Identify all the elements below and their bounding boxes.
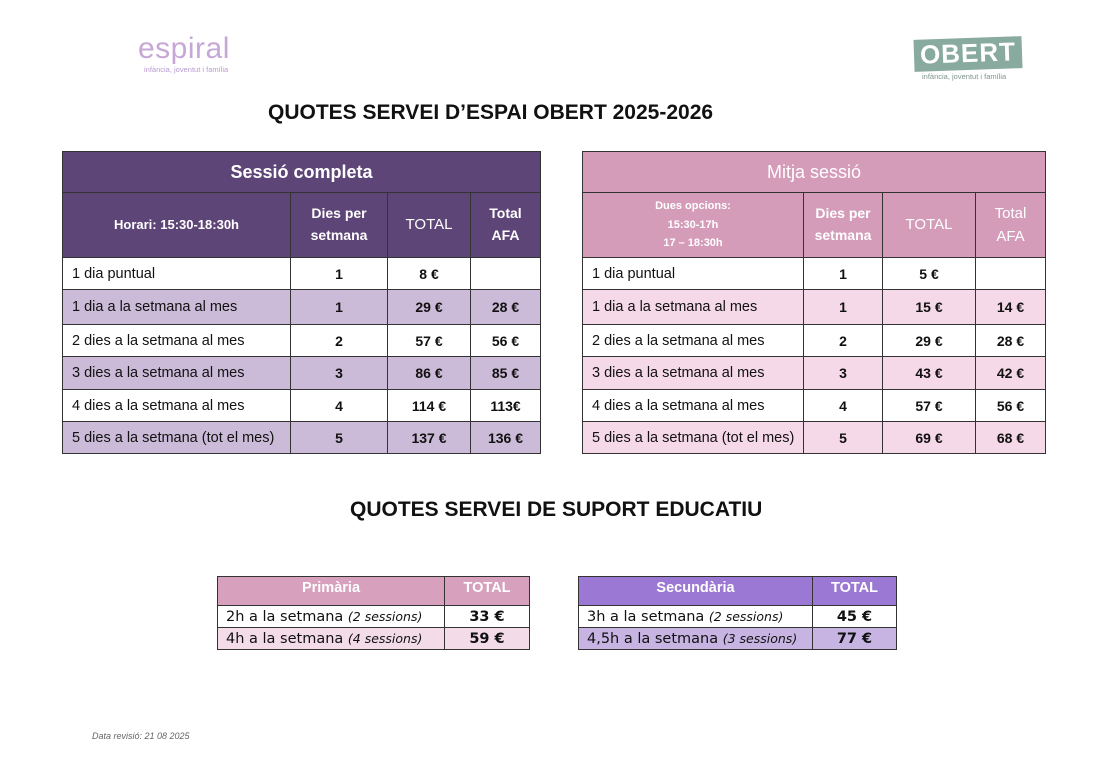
title-espai-obert: QUOTES SERVEI D’ESPAI OBERT 2025-2026 xyxy=(268,101,714,124)
table-row: 2 dies a la setmana al mes 2 29 € 28 € xyxy=(582,324,1047,357)
row-label: 2 dies a la setmana al mes xyxy=(582,324,804,357)
row-dies: 2 xyxy=(290,324,388,357)
row-afa: 56 € xyxy=(470,324,541,357)
table-row: 3 dies a la setmana al mes 3 86 € 85 € xyxy=(62,356,541,390)
row-dies: 3 xyxy=(290,356,388,390)
row-total: 15 € xyxy=(882,289,976,325)
table-row: 2h a la setmana (2 sessions) 33 € xyxy=(217,605,530,628)
row-total: 114 € xyxy=(387,389,471,422)
row-label: 3 dies a la setmana al mes xyxy=(62,356,291,390)
row-afa: 28 € xyxy=(470,289,541,325)
row-dies: 1 xyxy=(803,289,883,325)
row-afa xyxy=(470,257,541,290)
row-afa: 56 € xyxy=(974,389,1047,422)
col-total-afa: Total AFA xyxy=(974,192,1047,258)
revision-date: Data revisió: 21 08 2025 xyxy=(92,731,190,741)
table-primaria: Primària TOTAL 2h a la setmana (2 sessio… xyxy=(217,576,530,650)
row-label: 4h a la setmana (4 sessions) xyxy=(217,627,445,650)
row-total: 86 € xyxy=(387,356,471,390)
col-dies-per-setmana: Dies per setmana xyxy=(803,192,883,258)
row-label: 4 dies a la setmana al mes xyxy=(62,389,291,422)
row-total: 5 € xyxy=(882,257,976,290)
table-row: 4h a la setmana (4 sessions) 59 € xyxy=(217,627,530,650)
table-row: 2 dies a la setmana al mes 2 57 € 56 € xyxy=(62,324,541,357)
row-dies: 4 xyxy=(803,389,883,422)
row-total: 8 € xyxy=(387,257,471,290)
row-afa xyxy=(974,257,1047,290)
table-row: 5 dies a la setmana (tot el mes) 5 137 €… xyxy=(62,421,541,454)
row-dies: 3 xyxy=(803,356,883,390)
row-label: 1 dia a la setmana al mes xyxy=(582,289,804,325)
col-horari: Dues opcions: 15:30-17h 17 – 18:30h xyxy=(582,192,804,258)
row-label: 3 dies a la setmana al mes xyxy=(582,356,804,390)
row-label: 1 dia puntual xyxy=(582,257,804,290)
espiral-logo-tagline: infància, joventut i família xyxy=(144,65,229,74)
row-label: 3h a la setmana (2 sessions) xyxy=(578,605,813,628)
row-total: 33 € xyxy=(444,605,530,628)
table-row: 1 dia puntual 1 8 € xyxy=(62,257,541,290)
caption-sessio-completa: Sessió completa xyxy=(62,151,541,193)
table-row: 4 dies a la setmana al mes 4 114 € 113€ xyxy=(62,389,541,422)
table-sessio-completa: Sessió completa Horari: 15:30-18:30h Die… xyxy=(62,151,541,454)
row-dies: 2 xyxy=(803,324,883,357)
row-total: 59 € xyxy=(444,627,530,650)
obert-logo-tagline: infància, joventut i família xyxy=(922,72,1007,81)
obert-logo-word: OBERT xyxy=(913,36,1023,72)
row-total: 137 € xyxy=(387,421,471,454)
primaria-head: Primària xyxy=(217,576,445,606)
row-total: 57 € xyxy=(387,324,471,357)
row-total: 57 € xyxy=(882,389,976,422)
row-label: 2 dies a la setmana al mes xyxy=(62,324,291,357)
table-row: 4 dies a la setmana al mes 4 57 € 56 € xyxy=(582,389,1047,422)
row-label: 2h a la setmana (2 sessions) xyxy=(217,605,445,628)
secundaria-head: Secundària xyxy=(578,576,813,606)
espiral-logo: espiral infància, joventut i família xyxy=(108,34,238,78)
row-dies: 1 xyxy=(290,257,388,290)
table-row: 1 dia a la setmana al mes 1 15 € 14 € xyxy=(582,289,1047,325)
row-label: 1 dia a la setmana al mes xyxy=(62,289,291,325)
col-total: TOTAL xyxy=(387,192,471,258)
table-row: 3h a la setmana (2 sessions) 45 € xyxy=(578,605,897,628)
row-afa: 68 € xyxy=(974,421,1047,454)
row-afa: 28 € xyxy=(974,324,1047,357)
table-secundaria: Secundària TOTAL 3h a la setmana (2 sess… xyxy=(578,576,897,650)
row-dies: 1 xyxy=(290,289,388,325)
row-total: 69 € xyxy=(882,421,976,454)
col-total: TOTAL xyxy=(882,192,976,258)
table-row: 1 dia a la setmana al mes 1 29 € 28 € xyxy=(62,289,541,325)
row-total: 29 € xyxy=(387,289,471,325)
row-dies: 5 xyxy=(803,421,883,454)
row-label: 5 dies a la setmana (tot el mes) xyxy=(582,421,804,454)
row-afa: 14 € xyxy=(974,289,1047,325)
row-total: 29 € xyxy=(882,324,976,357)
primaria-total-head: TOTAL xyxy=(444,576,530,606)
table-row: 3 dies a la setmana al mes 3 43 € 42 € xyxy=(582,356,1047,390)
row-label: 1 dia puntual xyxy=(62,257,291,290)
row-label: 4 dies a la setmana al mes xyxy=(582,389,804,422)
table-row: 1 dia puntual 1 5 € xyxy=(582,257,1047,290)
row-afa: 42 € xyxy=(974,356,1047,390)
table-row: 4,5h a la setmana (3 sessions) 77 € xyxy=(578,627,897,650)
row-afa: 113€ xyxy=(470,389,541,422)
row-afa: 136 € xyxy=(470,421,541,454)
row-total: 45 € xyxy=(812,605,897,628)
col-dies-per-setmana: Dies per setmana xyxy=(290,192,388,258)
row-dies: 5 xyxy=(290,421,388,454)
row-total: 43 € xyxy=(882,356,976,390)
col-total-afa: Total AFA xyxy=(470,192,541,258)
espiral-logo-word: espiral xyxy=(138,32,230,65)
row-total: 77 € xyxy=(812,627,897,650)
title-suport-educatiu: QUOTES SERVEI DE SUPORT EDUCATIU xyxy=(350,498,763,521)
row-dies: 1 xyxy=(803,257,883,290)
caption-mitja-sessio: Mitja sessió xyxy=(581,151,1047,193)
row-label: 5 dies a la setmana (tot el mes) xyxy=(62,421,291,454)
obert-logo: OBERT infància, joventut i família xyxy=(913,36,1024,86)
col-horari: Horari: 15:30-18:30h xyxy=(62,192,291,258)
secundaria-total-head: TOTAL xyxy=(812,576,897,606)
row-dies: 4 xyxy=(290,389,388,422)
row-label: 4,5h a la setmana (3 sessions) xyxy=(578,627,813,650)
table-mitja-sessio: Mitja sessió Dues opcions: 15:30-17h 17 – … xyxy=(581,151,1047,454)
row-afa: 85 € xyxy=(470,356,541,390)
table-row: 5 dies a la setmana (tot el mes) 5 69 € … xyxy=(582,421,1047,454)
